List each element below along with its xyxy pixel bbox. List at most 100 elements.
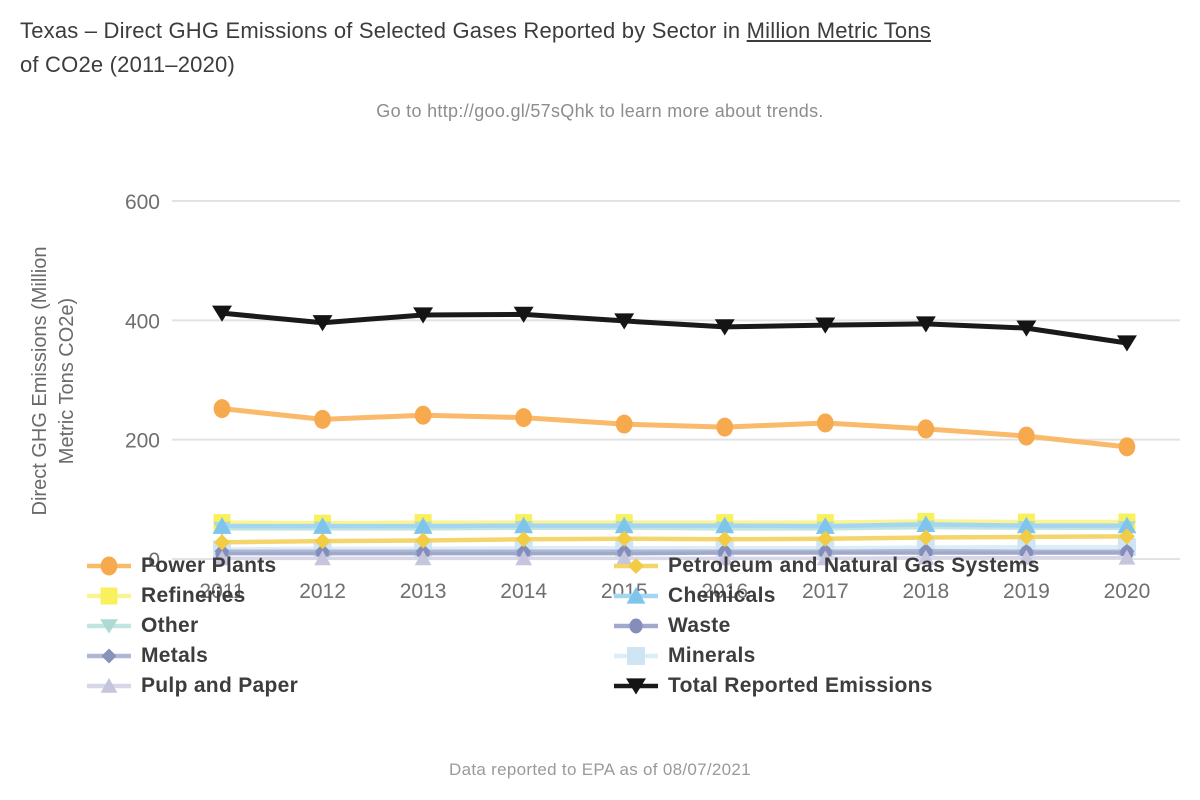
series-marker-petroleum-and-natural-gas-systems — [616, 530, 633, 547]
x-tick-label: 2019 — [1003, 580, 1050, 603]
series-marker-pulp-and-paper — [716, 550, 734, 566]
y-tick-label: 200 — [125, 430, 160, 453]
legend-marker-shape — [626, 587, 646, 604]
legend-item-other[interactable]: Other — [85, 614, 199, 638]
legend-item-waste[interactable]: Waste — [612, 614, 731, 638]
series-marker-pulp-and-paper — [816, 550, 834, 566]
series-marker-pulp-and-paper — [515, 550, 533, 566]
x-tick-label: 2018 — [902, 580, 949, 603]
series-marker-power-plants — [1118, 437, 1136, 457]
legend-label: Power Plants — [141, 554, 277, 577]
series-marker-pulp-and-paper — [615, 550, 633, 566]
x-tick-label: 2016 — [701, 580, 748, 603]
legend-marker-shape — [629, 618, 643, 634]
legend-label: Minerals — [668, 644, 756, 667]
series-marker-chemicals — [916, 515, 936, 533]
metals-marker-icon — [85, 644, 133, 668]
series-line-total-reported-emissions — [221, 310, 1128, 346]
series-marker-total-reported-emissions — [1116, 335, 1137, 352]
series-line-other — [222, 525, 1127, 531]
y-tick-label: 600 — [125, 191, 160, 214]
series-marker-power-plants — [515, 408, 533, 428]
legend-label: Chemicals — [668, 584, 776, 607]
title-text: Texas – Direct GHG Emissions of Selected… — [20, 18, 747, 43]
series-marker-chemicals — [614, 516, 634, 534]
other-marker-icon — [85, 614, 133, 638]
legend-label: Refineries — [141, 584, 246, 607]
legend-marker-shape — [100, 556, 118, 576]
series-line-power-plants — [221, 406, 1128, 450]
series-marker-chemicals — [1117, 516, 1137, 534]
legend-label: Pulp and Paper — [141, 674, 299, 697]
x-tick-label: 2020 — [1104, 580, 1151, 603]
legend-label: Other — [141, 614, 199, 637]
petroleum-marker-icon — [612, 554, 660, 578]
pulp-and-paper-marker-icon — [85, 674, 133, 698]
refineries-marker-icon — [85, 584, 133, 608]
series-marker-total-reported-emissions — [413, 307, 434, 324]
x-tick-label: 2017 — [802, 580, 849, 603]
series-marker-petroleum-and-natural-gas-systems — [1118, 528, 1135, 545]
series-marker-total-reported-emissions — [915, 316, 936, 333]
series-marker-pulp-and-paper — [314, 550, 331, 566]
legend-item-minerals[interactable]: Minerals — [612, 644, 756, 668]
series-line-pulp-and-paper — [222, 556, 1127, 561]
footnote: Data reported to EPA as of 08/07/2021 — [449, 760, 751, 779]
series-marker-chemicals — [212, 517, 232, 534]
series-marker-power-plants — [414, 405, 432, 425]
y-tick-label: 400 — [125, 310, 160, 333]
legend-item-refineries[interactable]: Refineries — [85, 584, 246, 608]
series-marker-chemicals — [514, 516, 534, 534]
series-marker-power-plants — [1018, 426, 1035, 446]
series-marker-pulp-and-paper — [1118, 549, 1136, 565]
waste-marker-icon — [612, 614, 660, 638]
series-marker-power-plants — [917, 419, 935, 439]
legend-label: Total Reported Emissions — [668, 674, 933, 697]
series-marker-total-reported-emissions — [815, 317, 836, 334]
series-marker-chemicals — [1016, 516, 1036, 534]
y-tick-label: 0 — [148, 549, 160, 572]
series-line-waste — [222, 551, 1127, 556]
legend-item-chemicals[interactable]: Chemicals — [612, 584, 776, 608]
legend-label: Petroleum and Natural Gas Systems — [668, 554, 1040, 577]
legend-item-petroleum-and-natural-gas-systems[interactable]: Petroleum and Natural Gas Systems — [612, 554, 1040, 578]
legend-item-power-plants[interactable]: Power Plants — [85, 554, 276, 578]
series-marker-petroleum-and-natural-gas-systems — [515, 531, 532, 548]
x-tick-label: 2012 — [299, 580, 346, 603]
legend-item-metals[interactable]: Metals — [85, 644, 208, 668]
title-text-line2: of CO2e (2011–2020) — [20, 52, 235, 77]
series-marker-total-reported-emissions — [312, 315, 333, 332]
series-marker-pulp-and-paper — [1018, 549, 1035, 565]
series-marker-total-reported-emissions — [212, 305, 232, 322]
series-marker-total-reported-emissions — [1016, 320, 1037, 337]
series-marker-petroleum-and-natural-gas-systems — [415, 532, 432, 549]
legend-marker-shape — [628, 558, 644, 574]
legend-marker-shape — [100, 587, 118, 605]
legend-label: Waste — [668, 614, 731, 637]
series-marker-petroleum-and-natural-gas-systems — [314, 533, 331, 550]
legend-marker-shape — [627, 647, 645, 665]
chart-title: Texas – Direct GHG Emissions of Selected… — [20, 14, 931, 82]
series-marker-chemicals — [715, 516, 735, 534]
power-plants-marker-icon — [85, 554, 133, 578]
series-marker-total-reported-emissions — [614, 313, 635, 330]
series-marker-chemicals — [313, 517, 332, 534]
series-marker-petroleum-and-natural-gas-systems — [214, 534, 230, 551]
x-tick-label: 2014 — [500, 580, 547, 603]
legend-marker-shape — [626, 678, 646, 695]
series-marker-total-reported-emissions — [714, 319, 735, 336]
legend-label: Metals — [141, 644, 209, 667]
legend-marker-shape — [100, 678, 118, 693]
legend-item-pulp-and-paper[interactable]: Pulp and Paper — [85, 674, 298, 698]
legend-item-total-reported-emissions[interactable]: Total Reported Emissions — [612, 674, 933, 698]
series-marker-power-plants — [314, 409, 331, 429]
series-line-minerals — [221, 544, 1127, 552]
series-marker-total-reported-emissions — [513, 306, 534, 323]
total-reported-emissions-marker-icon — [612, 674, 660, 698]
series-marker-chemicals — [815, 517, 835, 534]
legend-marker-shape — [101, 648, 117, 664]
chart-title-line2: of CO2e (2011–2020) — [20, 48, 931, 82]
